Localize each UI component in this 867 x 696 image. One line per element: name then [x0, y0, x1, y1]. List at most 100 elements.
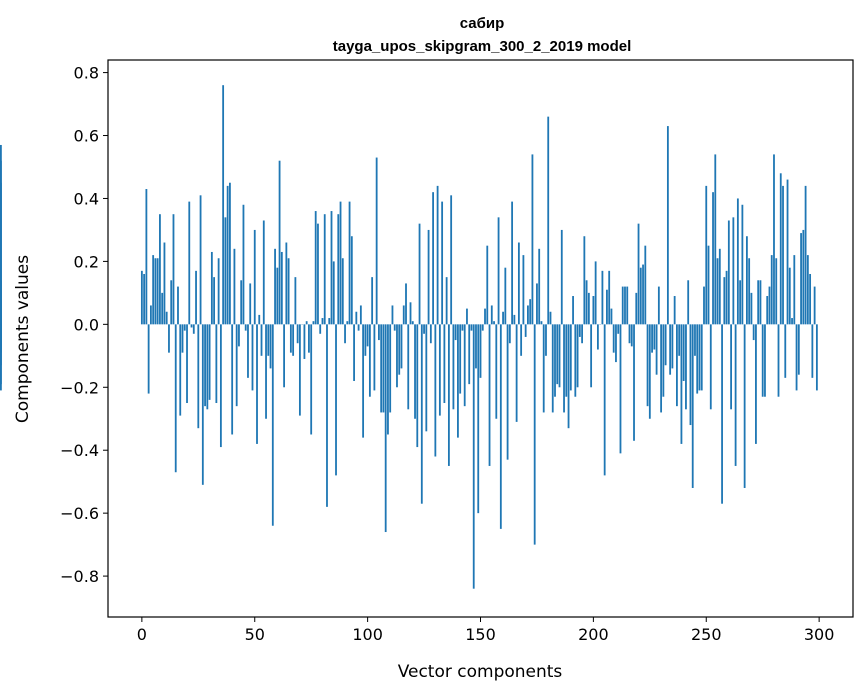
bar: [298, 324, 301, 416]
bar: [276, 267, 279, 325]
bar: [750, 292, 753, 325]
bar: [689, 324, 692, 426]
bar: [346, 321, 349, 325]
bar: [226, 185, 229, 325]
bar: [382, 324, 385, 413]
bar: [619, 324, 622, 454]
bar: [0, 160, 2, 325]
bar: [506, 324, 509, 460]
bar: [499, 324, 502, 529]
bar: [305, 321, 308, 325]
bar: [161, 292, 164, 325]
bar: [319, 324, 322, 334]
bar: [802, 229, 805, 325]
bars-group: [0, 85, 818, 589]
bar: [368, 324, 371, 397]
bar: [739, 280, 742, 325]
bar: [508, 324, 511, 344]
bar: [806, 255, 809, 325]
bar: [215, 324, 218, 404]
bar: [391, 305, 394, 325]
bar: [260, 324, 263, 356]
bar: [256, 324, 258, 444]
bar: [154, 258, 157, 325]
bar: [438, 324, 441, 416]
bar: [773, 154, 775, 325]
bar: [147, 324, 150, 394]
x-tick-label: 100: [352, 625, 383, 644]
bar: [174, 324, 177, 473]
bar: [400, 324, 403, 369]
x-tick-label: 250: [691, 625, 722, 644]
bar: [563, 324, 565, 413]
bar: [337, 214, 340, 325]
bar: [434, 324, 437, 457]
bar: [233, 248, 236, 325]
bar: [648, 324, 651, 419]
bar: [177, 286, 179, 325]
y-tick-label: 0.8: [74, 64, 99, 83]
bar: [332, 261, 335, 325]
bar: [163, 242, 166, 325]
bar: [621, 286, 624, 325]
y-axis-label: Components values: [13, 255, 33, 423]
bar: [493, 321, 495, 325]
bar: [815, 324, 818, 391]
bar: [741, 204, 744, 325]
bar: [542, 324, 545, 413]
bar: [536, 283, 538, 325]
bar: [312, 321, 315, 325]
bar: [378, 324, 380, 341]
bar: [411, 321, 414, 325]
bar: [427, 229, 430, 325]
bar: [359, 305, 362, 325]
bar: [777, 324, 780, 397]
bar: [782, 185, 784, 325]
bar: [229, 182, 231, 325]
bar: [188, 201, 191, 325]
bar: [626, 286, 629, 325]
bar: [660, 324, 663, 413]
bar: [556, 324, 559, 385]
bar: [152, 255, 155, 325]
bar: [513, 314, 516, 325]
bar: [432, 192, 434, 325]
bar: [197, 324, 200, 429]
bar: [170, 280, 173, 325]
bar: [795, 324, 798, 391]
bar: [766, 296, 769, 325]
bar: [262, 220, 265, 325]
bar: [468, 324, 471, 385]
bar: [366, 324, 369, 347]
bar: [703, 286, 705, 325]
bar: [389, 324, 392, 413]
bar: [601, 270, 604, 325]
bar: [694, 324, 696, 356]
bar: [267, 324, 270, 356]
x-tick-label: 300: [804, 625, 835, 644]
bar: [486, 245, 489, 325]
bar: [497, 217, 500, 325]
bar: [357, 324, 360, 331]
bar: [721, 324, 723, 504]
bar: [786, 179, 789, 325]
bar: [527, 305, 529, 325]
bar: [249, 283, 252, 325]
bar: [407, 324, 410, 410]
bar: [646, 324, 649, 407]
bar: [247, 324, 249, 378]
bar: [687, 280, 690, 325]
bar: [797, 324, 800, 375]
bar: [398, 324, 401, 375]
y-tick-label: −0.8: [60, 567, 99, 586]
bar: [350, 236, 353, 325]
bar: [800, 233, 802, 325]
bar: [682, 324, 685, 381]
bar: [755, 324, 757, 444]
bar: [730, 324, 732, 410]
bar: [630, 324, 633, 347]
bar: [425, 324, 428, 432]
bar: [791, 318, 793, 325]
bar: [651, 324, 653, 353]
bar: [583, 236, 586, 325]
